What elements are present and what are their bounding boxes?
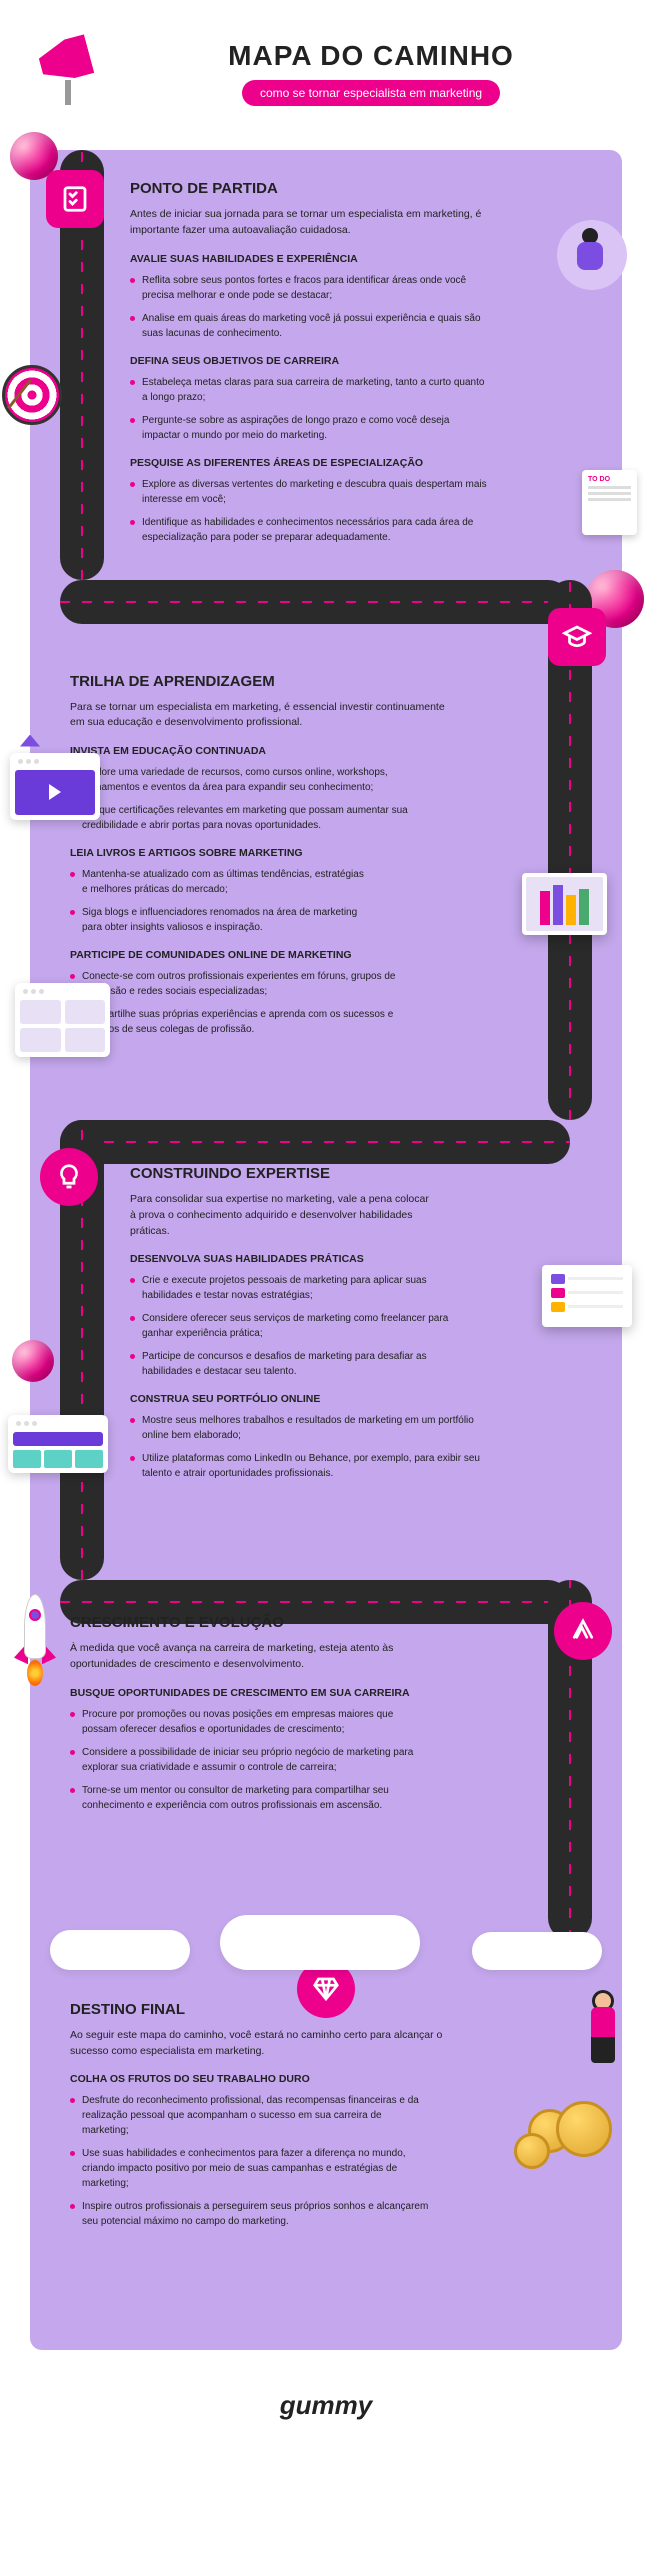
community-illustration bbox=[15, 983, 110, 1057]
footer: gummy bbox=[0, 2370, 652, 2461]
page-subtitle: como se tornar especialista em marketing bbox=[242, 80, 500, 106]
bullet-list: Estabeleça metas claras para sua carreir… bbox=[130, 375, 490, 443]
bullet: Use suas habilidades e conhecimentos par… bbox=[70, 2146, 430, 2191]
group-heading: DEFINA SEUS OBJETIVOS DE CARREIRA bbox=[130, 355, 582, 367]
bullet: Inspire outros profissionais a perseguir… bbox=[70, 2199, 430, 2229]
bullet: Siga blogs e influenciadores renomados n… bbox=[70, 905, 370, 935]
header: MAPA DO CAMINHO como se tornar especiali… bbox=[0, 0, 652, 130]
bullet-list: Mostre seus melhores trabalhos e resulta… bbox=[130, 1413, 490, 1481]
meditation-illustration bbox=[557, 220, 627, 290]
group-heading: PESQUISE AS DIFERENTES ÁREAS DE ESPECIAL… bbox=[130, 457, 582, 469]
brand-logo: gummy bbox=[280, 2390, 372, 2421]
group-heading: INVISTA EM EDUCAÇÃO CONTINUADA bbox=[70, 745, 522, 757]
bullet: Crie e execute projetos pessoais de mark… bbox=[130, 1273, 450, 1303]
bullet: Explore uma variedade de recursos, como … bbox=[70, 765, 430, 795]
section-title: CONSTRUINDO EXPERTISE bbox=[130, 1165, 582, 1182]
roadmap-panel: PONTO DE PARTIDA Antes de iniciar sua jo… bbox=[30, 150, 622, 2350]
video-course-illustration bbox=[10, 753, 100, 820]
group-heading: DESENVOLVA SUAS HABILIDADES PRÁTICAS bbox=[130, 1253, 582, 1265]
section-intro: À medida que você avança na carreira de … bbox=[70, 1641, 450, 1673]
group-heading: AVALIE SUAS HABILIDADES E EXPERIÊNCIA bbox=[130, 253, 582, 265]
bullet: Identifique as habilidades e conheciment… bbox=[130, 515, 490, 545]
success-woman-illustration bbox=[577, 1991, 632, 2066]
bullet-list: Conecte-se com outros profissionais expe… bbox=[70, 969, 430, 1037]
books-illustration bbox=[522, 873, 607, 935]
bullet-list: Explore uma variedade de recursos, como … bbox=[70, 765, 430, 833]
section-title: CRESCIMENTO E EVOLUÇÃO bbox=[70, 1614, 522, 1631]
portfolio-illustration bbox=[8, 1415, 108, 1473]
bullet: Considere oferecer seus serviços de mark… bbox=[130, 1311, 450, 1341]
bullet: Explore as diversas vertentes do marketi… bbox=[130, 477, 490, 507]
bullet: Busque certificações relevantes em marke… bbox=[70, 803, 430, 833]
bullet: Reflita sobre seus pontos fortes e fraco… bbox=[130, 273, 490, 303]
target-illustration bbox=[2, 365, 62, 425]
planning-illustration bbox=[542, 1265, 632, 1327]
section-intro: Para se tornar um especialista em market… bbox=[70, 700, 450, 732]
section-growth: CRESCIMENTO E EVOLUÇÃO À medida que você… bbox=[30, 1584, 622, 1841]
page-title: MAPA DO CAMINHO bbox=[130, 40, 612, 72]
megaphone-icon bbox=[40, 40, 110, 110]
section-start: PONTO DE PARTIDA Antes de iniciar sua jo… bbox=[30, 150, 622, 573]
section-final: DESTINO FINAL Ao seguir este mapa do cam… bbox=[30, 1971, 622, 2258]
section-intro: Para consolidar sua expertise no marketi… bbox=[130, 1192, 430, 1239]
bullet-list: Desfrute do reconhecimento profissional,… bbox=[70, 2093, 430, 2229]
bullet: Compartilhe suas próprias experiências e… bbox=[70, 1007, 430, 1037]
section-learning: TRILHA DE APRENDIZAGEM Para se tornar um… bbox=[30, 643, 622, 1066]
bullet: Mostre seus melhores trabalhos e resulta… bbox=[130, 1413, 490, 1443]
bullet-list: Procure por promoções ou novas posições … bbox=[70, 1707, 430, 1813]
bullet: Utilize plataformas como LinkedIn ou Beh… bbox=[130, 1451, 490, 1481]
section-title: TRILHA DE APRENDIZAGEM bbox=[70, 673, 522, 690]
bullet: Pergunte-se sobre as aspirações de longo… bbox=[130, 413, 490, 443]
bullet: Analise em quais áreas do marketing você… bbox=[130, 311, 490, 341]
section-intro: Antes de iniciar sua jornada para se tor… bbox=[130, 207, 510, 239]
bullet: Conecte-se com outros profissionais expe… bbox=[70, 969, 430, 999]
group-heading: BUSQUE OPORTUNIDADES DE CRESCIMENTO EM S… bbox=[70, 1687, 522, 1699]
rocket-illustration bbox=[10, 1594, 60, 1694]
group-heading: COLHA OS FRUTOS DO SEU TRABALHO DURO bbox=[70, 2073, 472, 2085]
bullet-list: Explore as diversas vertentes do marketi… bbox=[130, 477, 490, 545]
section-title: PONTO DE PARTIDA bbox=[130, 180, 582, 197]
todo-illustration: TO DO bbox=[582, 470, 637, 535]
bullet: Participe de concursos e desafios de mar… bbox=[130, 1349, 450, 1379]
group-heading: LEIA LIVROS E ARTIGOS SOBRE MARKETING bbox=[70, 847, 522, 859]
bullet: Estabeleça metas claras para sua carreir… bbox=[130, 375, 490, 405]
group-heading: CONSTRUA SEU PORTFÓLIO ONLINE bbox=[130, 1393, 582, 1405]
section-expertise: CONSTRUINDO EXPERTISE Para consolidar su… bbox=[30, 1135, 622, 1509]
section-intro: Ao seguir este mapa do caminho, você est… bbox=[70, 2028, 450, 2060]
road-segment bbox=[60, 580, 570, 624]
bullet: Desfrute do reconhecimento profissional,… bbox=[70, 2093, 430, 2138]
bullet-list: Mantenha-se atualizado com as últimas te… bbox=[70, 867, 370, 935]
bullet: Considere a possibilidade de iniciar seu… bbox=[70, 1745, 430, 1775]
group-heading: PARTICIPE DE COMUNIDADES ONLINE DE MARKE… bbox=[70, 949, 522, 961]
bullet-list: Reflita sobre seus pontos fortes e fraco… bbox=[130, 273, 490, 341]
bullet: Torne-se um mentor ou consultor de marke… bbox=[70, 1783, 430, 1813]
bullet: Procure por promoções ou novas posições … bbox=[70, 1707, 430, 1737]
section-title: DESTINO FINAL bbox=[70, 2001, 472, 2018]
bullet: Mantenha-se atualizado com as últimas te… bbox=[70, 867, 370, 897]
bullet-list: Crie e execute projetos pessoais de mark… bbox=[130, 1273, 450, 1379]
